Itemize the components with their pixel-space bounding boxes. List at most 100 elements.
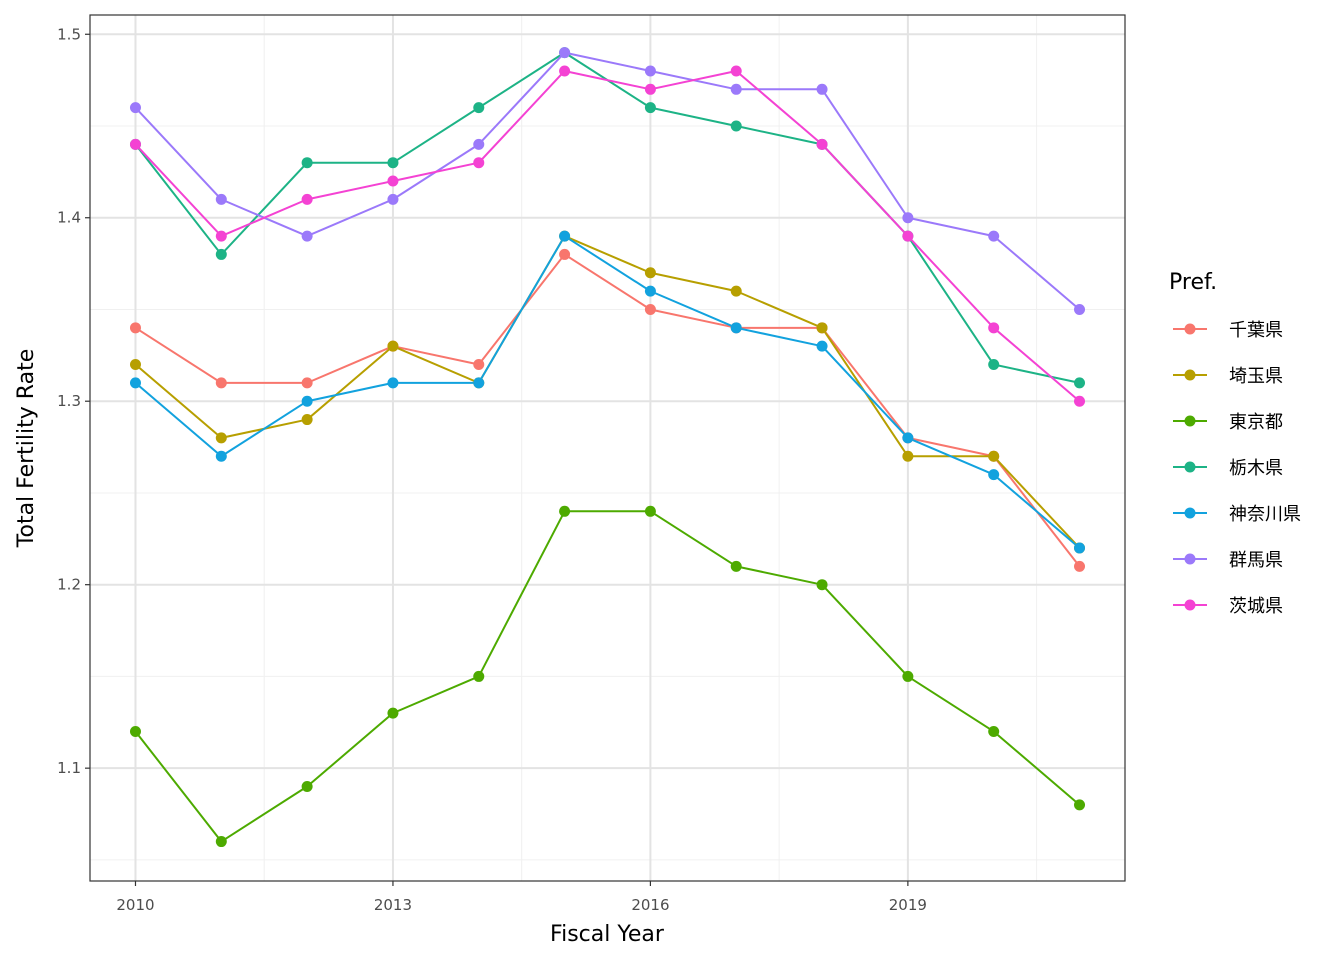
data-point: [730, 65, 742, 77]
data-point: [902, 230, 914, 242]
data-point: [816, 340, 828, 352]
x-tick-label: 2013: [374, 896, 412, 914]
data-point: [301, 230, 313, 242]
y-axis-title: Total Fertility Rate: [14, 349, 39, 548]
data-point: [129, 359, 141, 371]
major-gridlines: [90, 15, 1125, 881]
data-point: [473, 157, 485, 169]
y-tick-label: 1.2: [57, 576, 81, 594]
legend-item: 東京都: [1173, 412, 1283, 433]
data-point: [1074, 377, 1086, 389]
data-point: [988, 469, 1000, 481]
y-tick-label: 1.3: [57, 392, 81, 410]
legend-item: 茨城県: [1173, 596, 1283, 617]
legend-item: 埼玉県: [1173, 366, 1283, 387]
data-point: [1074, 560, 1086, 572]
y-axis: 1.1 1.2 1.3 1.4 1.5: [57, 25, 90, 777]
data-point: [387, 157, 399, 169]
data-point: [387, 175, 399, 187]
data-point: [1074, 395, 1086, 407]
data-point: [215, 377, 227, 389]
data-point: [730, 322, 742, 334]
series-line: [134, 510, 1081, 843]
series-line: [134, 235, 1081, 549]
data-point: [559, 47, 571, 59]
data-point: [902, 670, 914, 682]
data-point: [644, 267, 656, 279]
legend-label: 栃木県: [1229, 458, 1283, 479]
data-point: [559, 230, 571, 242]
y-tick-label: 1.5: [57, 25, 81, 43]
x-axis-title: Fiscal Year: [550, 922, 665, 947]
legend-label: 群馬県: [1229, 550, 1283, 571]
x-tick-label: 2016: [631, 896, 669, 914]
data-point: [644, 505, 656, 517]
data-point: [902, 432, 914, 444]
legend-key-point: [1184, 415, 1196, 427]
legend-item: 千葉県: [1173, 320, 1283, 341]
data-point: [1074, 303, 1086, 315]
data-point: [902, 450, 914, 462]
data-point: [559, 505, 571, 517]
panel-border: [89, 14, 1126, 882]
data-point: [730, 120, 742, 132]
data-point: [301, 781, 313, 793]
legend-label: 茨城県: [1229, 596, 1283, 617]
data-point: [816, 138, 828, 150]
data-point: [301, 395, 313, 407]
y-tick-label: 1.1: [57, 759, 81, 777]
data-point: [301, 193, 313, 205]
data-point: [215, 193, 227, 205]
x-tick-label: 2010: [116, 896, 154, 914]
data-point: [129, 725, 141, 737]
data-point: [1074, 799, 1086, 811]
legend-key-point: [1184, 323, 1196, 335]
data-point: [644, 65, 656, 77]
data-point: [387, 377, 399, 389]
data-point: [816, 83, 828, 95]
data-point: [473, 138, 485, 150]
panel-background: [90, 15, 1125, 881]
data-point: [988, 230, 1000, 242]
data-point: [473, 359, 485, 371]
legend-item: 神奈川県: [1173, 504, 1301, 525]
data-point: [215, 230, 227, 242]
x-tick-label: 2019: [889, 896, 927, 914]
series-lines: [134, 51, 1081, 843]
data-point: [816, 322, 828, 334]
data-point: [473, 102, 485, 114]
data-point: [301, 377, 313, 389]
data-point: [215, 450, 227, 462]
data-point: [730, 83, 742, 95]
legend-label: 埼玉県: [1229, 366, 1283, 387]
data-point: [129, 377, 141, 389]
data-point: [129, 102, 141, 114]
data-point: [730, 560, 742, 572]
legend-label: 千葉県: [1229, 320, 1283, 341]
data-point: [644, 285, 656, 297]
data-point: [387, 707, 399, 719]
data-point: [215, 836, 227, 848]
legend-item: 群馬県: [1173, 550, 1283, 571]
series-line: [134, 253, 1081, 567]
legend-label: 神奈川県: [1229, 504, 1301, 525]
data-point: [730, 285, 742, 297]
data-point: [1074, 542, 1086, 554]
series-line: [134, 235, 1081, 549]
data-point: [129, 138, 141, 150]
data-point: [129, 322, 141, 334]
legend-key-point: [1184, 461, 1196, 473]
data-point: [301, 414, 313, 426]
legend-key-point: [1184, 599, 1196, 611]
data-point: [988, 359, 1000, 371]
legend-item: 栃木県: [1173, 458, 1283, 479]
data-point: [387, 340, 399, 352]
legend-label: 東京都: [1229, 412, 1283, 433]
legend-key-point: [1184, 507, 1196, 519]
data-point: [644, 303, 656, 315]
data-point: [215, 248, 227, 260]
data-point: [988, 450, 1000, 462]
